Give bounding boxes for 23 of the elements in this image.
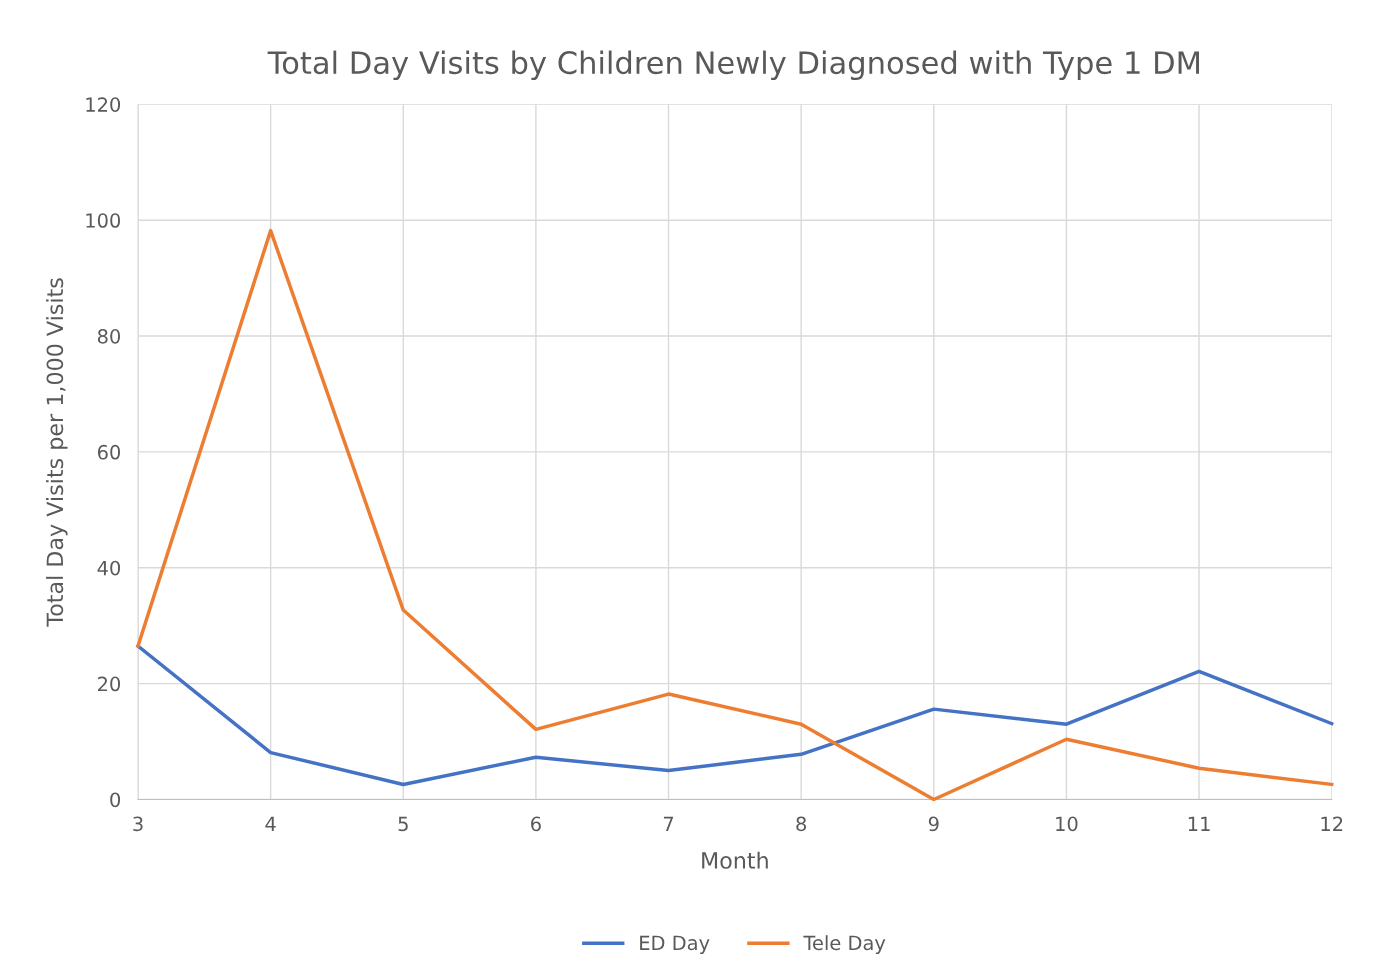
y-tick-label: 0	[110, 792, 121, 808]
x-axis-title: Month	[702, 851, 768, 869]
x-tick-label: 7	[663, 816, 674, 831]
y-tick-label: 80	[97, 329, 121, 344]
chart-title: Total Day Visits by Children Newly Diagnosed with Type 1 DM	[267, 50, 1200, 81]
y-tick-label: 40	[97, 560, 121, 576]
legend-label: ED Day	[640, 935, 710, 954]
y-axis-title: Total Day Visits per 1,000 Visits	[46, 278, 68, 627]
x-tick-label: 9	[928, 816, 939, 832]
x-tick-label: 3	[133, 816, 143, 832]
legend-label: Tele Day	[803, 935, 886, 954]
y-tick-label: 120	[86, 97, 121, 112]
y-tick-label: 100	[86, 213, 121, 228]
x-tick-label: 10	[1056, 816, 1078, 832]
x-tick-label: 5	[398, 816, 408, 832]
x-tick-label: 11	[1188, 816, 1210, 831]
x-tick-label: 12	[1321, 816, 1343, 831]
y-tick-label: 60	[97, 444, 121, 460]
y-tick-label: 20	[98, 676, 121, 692]
x-tick-label: 4	[265, 816, 276, 831]
x-tick-label: 6	[531, 816, 541, 832]
line-series	[136, 644, 1334, 787]
x-tick-label: 8	[796, 816, 807, 832]
